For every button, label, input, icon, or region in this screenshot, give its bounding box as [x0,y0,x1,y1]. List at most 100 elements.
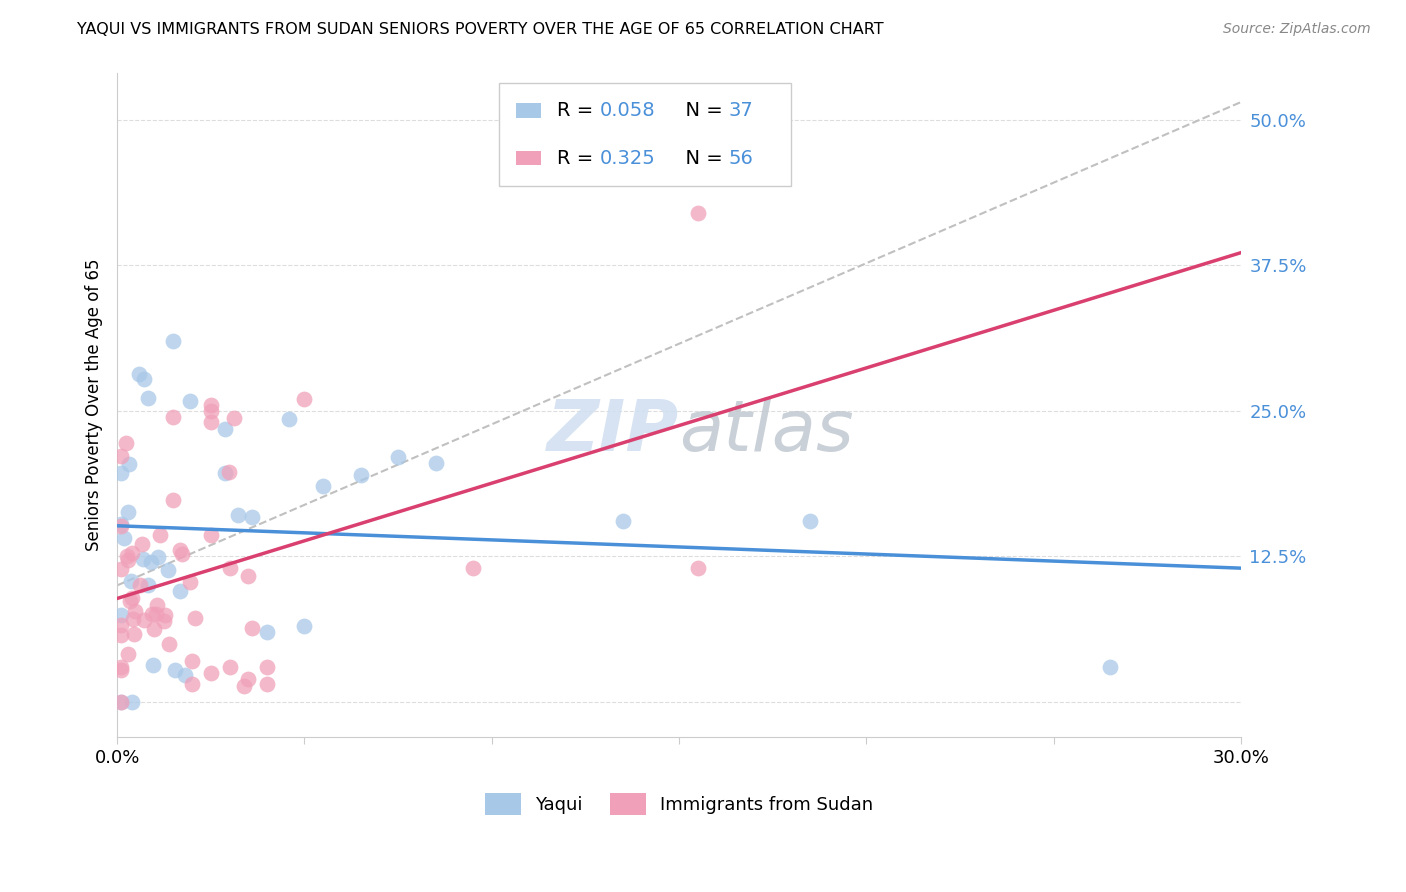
Point [115,435,138,450]
Point [110,664,132,678]
Point [117,549,139,563]
Text: 56: 56 [728,149,754,168]
Text: N =: N = [673,149,730,168]
Point [181,654,204,668]
Point [163,663,186,677]
Point [157,637,180,651]
Point [277,412,299,426]
Point [183,611,205,625]
Point [157,563,180,577]
FancyBboxPatch shape [499,83,792,186]
Text: YAQUI VS IMMIGRANTS FROM SUDAN SENIORS POVERTY OVER THE AGE OF 65 CORRELATION CH: YAQUI VS IMMIGRANTS FROM SUDAN SENIORS P… [77,22,884,37]
Point [141,607,163,621]
Point [110,659,132,673]
Point [110,695,132,709]
Point [117,553,139,567]
Point [218,465,240,479]
Point [200,665,222,680]
Point [350,467,373,482]
Point [138,578,160,592]
Point [142,658,165,673]
Point [146,598,169,612]
Point [162,334,184,348]
Text: 37: 37 [728,101,754,120]
Point [218,660,240,674]
Point [179,394,201,409]
Point [226,508,249,523]
Point [222,411,245,425]
Point [120,593,142,607]
Point [686,561,709,575]
Point [110,695,132,709]
Point [131,536,153,550]
Point [172,547,194,561]
Bar [516,103,541,118]
Point [145,607,167,621]
Point [134,372,156,386]
Point [110,562,132,576]
Text: R =: R = [557,149,599,168]
Point [181,677,204,691]
Point [138,391,160,405]
Point [294,619,316,633]
Point [110,607,132,622]
Point [121,545,143,559]
Point [200,415,222,429]
Point [112,531,135,545]
Point [1098,660,1121,674]
Point [686,205,709,219]
Point [162,409,184,424]
Point [110,618,132,632]
Point [387,450,409,465]
Point [149,527,172,541]
Point [425,456,447,470]
Point [238,672,260,686]
Point [256,677,278,691]
Y-axis label: Seniors Poverty Over the Age of 65: Seniors Poverty Over the Age of 65 [86,259,103,551]
Point [132,613,155,627]
Point [238,569,260,583]
Point [256,660,278,674]
Point [143,622,166,636]
Point [121,695,143,709]
Text: atlas: atlas [679,397,853,466]
Point [122,627,145,641]
Point [169,543,191,558]
Text: ZIP: ZIP [547,397,679,466]
Point [294,392,316,406]
Point [162,492,184,507]
Point [232,679,254,693]
Point [110,628,132,642]
Point [110,516,132,531]
Point [117,505,139,519]
Point [153,608,176,623]
Point [461,561,484,575]
Point [128,578,150,592]
Point [240,621,263,635]
Point [218,561,240,575]
Point [121,591,143,606]
Point [174,667,197,681]
Point [799,514,821,528]
Point [124,604,146,618]
Text: 0.058: 0.058 [599,101,655,120]
Text: R =: R = [557,101,599,120]
Point [118,457,141,471]
Text: Source: ZipAtlas.com: Source: ZipAtlas.com [1223,22,1371,37]
Bar [516,151,541,165]
Point [214,466,236,480]
Point [139,555,162,569]
Point [200,403,222,417]
Point [120,574,142,589]
Point [612,514,634,528]
Point [240,510,263,524]
Point [132,552,155,566]
Point [122,612,145,626]
Point [110,519,132,533]
Point [110,450,132,464]
Point [200,528,222,542]
Legend: Yaqui, Immigrants from Sudan: Yaqui, Immigrants from Sudan [478,786,880,822]
Point [256,624,278,639]
Text: 0.325: 0.325 [599,149,655,168]
Point [200,398,222,412]
